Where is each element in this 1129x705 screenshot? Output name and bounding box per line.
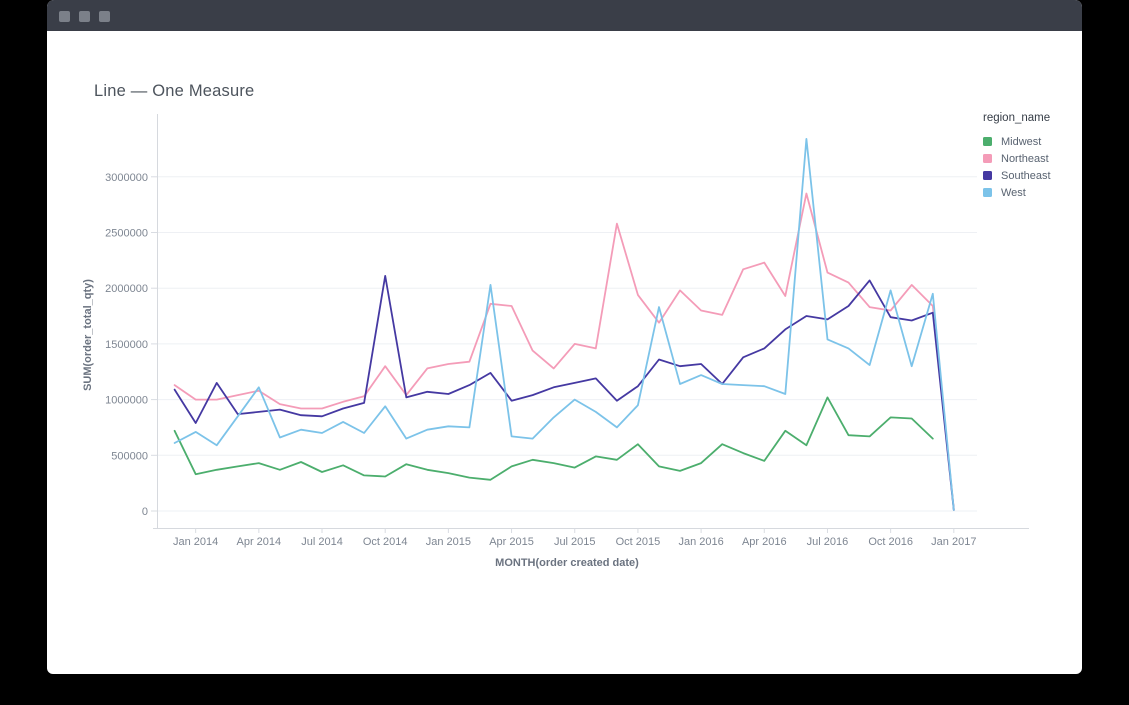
x-tick-label: Jul 2016 (807, 536, 849, 548)
y-tick-label: 2500000 (105, 228, 148, 240)
legend-swatch-icon (983, 154, 992, 163)
x-tick-label: Oct 2015 (616, 536, 661, 548)
legend: region_name Midwest Northeast Southeast Wes… (983, 112, 1081, 201)
legend-title: region_name (983, 112, 1081, 124)
legend-swatch-icon (983, 188, 992, 197)
series-line-southeast[interactable] (175, 276, 954, 510)
x-tick-label: Apr 2014 (237, 536, 282, 548)
x-tick-label: Jul 2015 (554, 536, 596, 548)
legend-item-southeast[interactable]: Southeast (983, 167, 1081, 184)
x-tick-label: Jan 2016 (678, 536, 723, 548)
x-tick-label: Jan 2015 (426, 536, 471, 548)
legend-swatch-icon (983, 137, 992, 146)
legend-item-midwest[interactable]: Midwest (983, 133, 1081, 150)
y-tick-label: 3000000 (105, 172, 148, 184)
legend-swatch-icon (983, 171, 992, 180)
legend-item-northeast[interactable]: Northeast (983, 150, 1081, 167)
x-tick-label: Jan 2017 (931, 536, 976, 548)
series-line-west[interactable] (175, 139, 954, 510)
series-line-midwest[interactable] (175, 397, 933, 479)
y-axis-title: SUM(order_total_qty) (82, 279, 94, 391)
legend-item-label: Southeast (1001, 170, 1051, 182)
x-tick-label: Jan 2014 (173, 536, 218, 548)
legend-items: Midwest Northeast Southeast West (983, 133, 1081, 201)
series-line-northeast[interactable] (175, 194, 954, 509)
legend-item-label: Northeast (1001, 153, 1049, 165)
y-tick-label: 0 (142, 506, 148, 518)
legend-item-label: West (1001, 187, 1026, 199)
x-tick-label: Oct 2016 (868, 536, 913, 548)
x-tick-label: Apr 2016 (742, 536, 787, 548)
y-tick-label: 500000 (111, 450, 148, 462)
x-tick-label: Oct 2014 (363, 536, 408, 548)
legend-item-west[interactable]: West (983, 184, 1081, 201)
y-tick-label: 1500000 (105, 339, 148, 351)
line-chart[interactable]: 0 500000 1000000 1500000 2000000 2500000 30000… (47, 0, 1082, 674)
y-tick-label: 1000000 (105, 395, 148, 407)
app-window: Line — One Measure 050000010000001500000… (47, 0, 1082, 674)
screenshot-canvas: { "header": { "title": "Line — One Measu… (0, 0, 1129, 705)
x-tick-label: Jul 2014 (301, 536, 343, 548)
x-axis-title: MONTH(order created date) (495, 557, 639, 569)
x-tick-label: Apr 2015 (489, 536, 534, 548)
y-tick-label: 2000000 (105, 283, 148, 295)
legend-item-label: Midwest (1001, 136, 1041, 148)
